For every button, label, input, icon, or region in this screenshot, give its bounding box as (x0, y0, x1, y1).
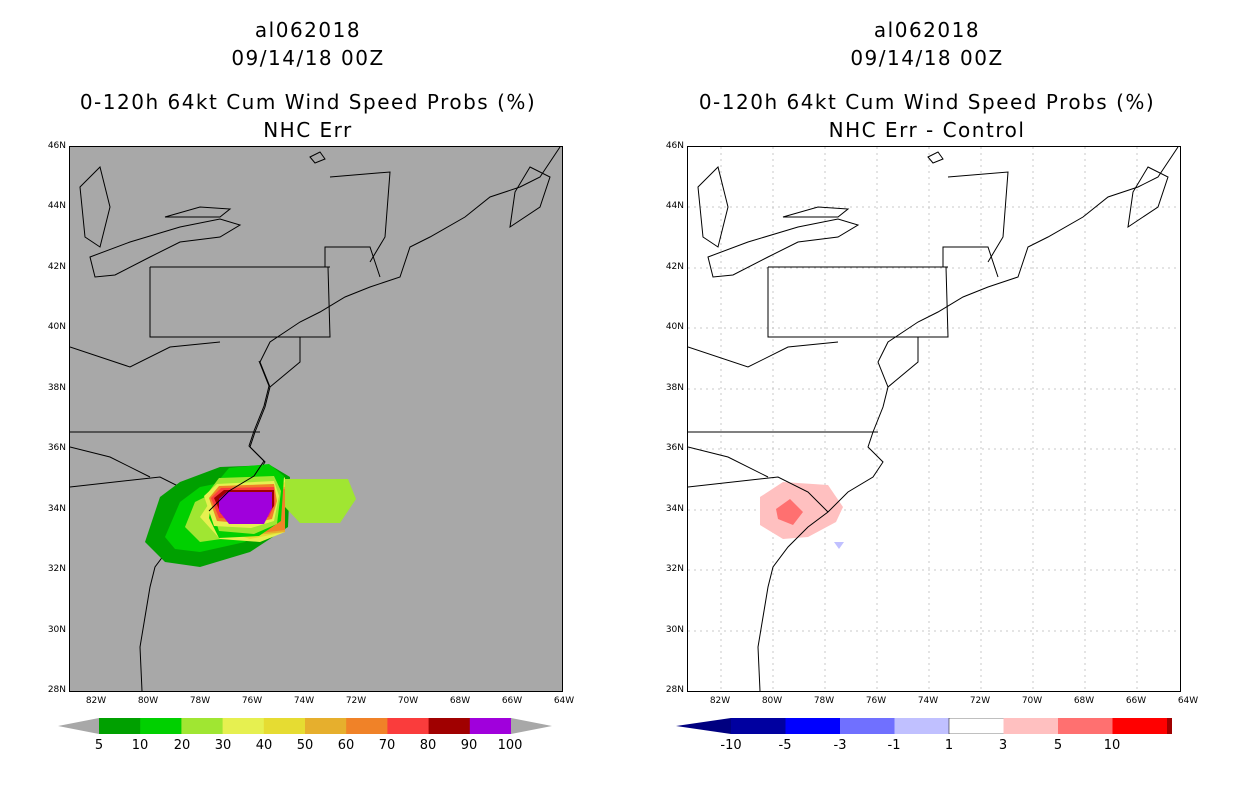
colorbar-swatch (140, 718, 182, 734)
lon-label: 70W (1021, 696, 1043, 706)
lon-label: 66W (1125, 696, 1147, 706)
lat-label: 42N (665, 262, 684, 272)
colorbar-label: 1 (944, 738, 954, 753)
lon-label: 64W (1177, 696, 1199, 706)
left-title: 0-120h 64kt Cum Wind Speed Probs (%) (79, 90, 537, 114)
lat-label: 34N (47, 504, 66, 514)
colorbar-label: 70 (378, 738, 396, 753)
colorbar-end-low (58, 718, 99, 734)
colorbar-end-low (676, 718, 731, 734)
lon-label: 82W (709, 696, 731, 706)
right-subtitle: NHC Err - Control (828, 118, 1026, 142)
colorbar-swatch (894, 718, 950, 734)
colorbar-swatch (948, 718, 1005, 734)
colorbar-swatch (263, 718, 306, 734)
lat-label: 46N (665, 141, 684, 151)
lat-label: 40N (665, 322, 684, 332)
colorbar-label: 3 (998, 738, 1008, 753)
colorbar-label: 40 (255, 738, 273, 753)
lat-label: 42N (47, 262, 66, 272)
colorbar-label: 5 (94, 738, 104, 753)
lat-label: 32N (665, 564, 684, 574)
right-colorbar (676, 718, 1172, 734)
right-datetime: 09/14/18 00Z (850, 46, 1004, 70)
lat-label: 30N (665, 625, 684, 635)
colorbar-swatch (469, 718, 512, 734)
colorbar-swatch (785, 718, 841, 734)
left-core-overlay (204, 360, 284, 538)
colorbar-label: 10 (131, 738, 149, 753)
lon-label: 72W (969, 696, 991, 706)
lon-label: 78W (189, 696, 211, 706)
colorbar-swatch (840, 718, 895, 734)
lon-label: 74W (293, 696, 315, 706)
colorbar-label: 60 (337, 738, 355, 753)
colorbar-label: -10 (720, 738, 742, 753)
lon-label: 72W (345, 696, 367, 706)
lon-label: 76W (865, 696, 887, 706)
colorbar-swatch (346, 718, 388, 734)
colorbar-label: 5 (1053, 738, 1063, 753)
colorbar-swatch (99, 718, 141, 734)
lat-label: 44N (665, 201, 684, 211)
colorbar-swatch (1003, 718, 1059, 734)
lon-label: 76W (241, 696, 263, 706)
colorbar-label: -5 (778, 738, 792, 753)
colorbar-label: 20 (173, 738, 191, 753)
lon-label: 82W (85, 696, 107, 706)
lon-label: 74W (917, 696, 939, 706)
lat-label: 34N (665, 504, 684, 514)
left-colorbar (58, 718, 552, 734)
lat-label: 36N (47, 443, 66, 453)
colorbar-label: 80 (419, 738, 437, 753)
colorbar-swatch (1058, 718, 1113, 734)
right-storm-id: al062018 (873, 18, 981, 42)
colorbar-label: 90 (460, 738, 478, 753)
lon-label: 68W (449, 696, 471, 706)
left-datetime: 09/14/18 00Z (231, 46, 385, 70)
colorbar-swatch (731, 718, 786, 734)
lat-label: 38N (665, 383, 684, 393)
colorbar-end-high (511, 718, 552, 734)
lat-label: 28N (47, 685, 66, 695)
right-coastlines (688, 147, 1179, 691)
lat-label: 38N (47, 383, 66, 393)
colorbar-swatch (428, 718, 471, 734)
colorbar-label: -1 (887, 738, 901, 753)
left-subtitle: NHC Err (263, 118, 353, 142)
lat-label: 40N (47, 322, 66, 332)
colorbar-swatch (1112, 718, 1168, 734)
lon-label: 78W (813, 696, 835, 706)
colorbar-label: 10 (1103, 738, 1121, 753)
right-map (687, 146, 1181, 692)
left-storm-id: al062018 (254, 18, 362, 42)
lon-label: 80W (761, 696, 783, 706)
lat-label: 44N (47, 201, 66, 211)
left-prob-core (285, 479, 356, 523)
colorbar-label: 100 (497, 738, 523, 753)
colorbar-label: 30 (214, 738, 232, 753)
colorbar-swatch (305, 718, 347, 734)
right-map-svg (688, 147, 1180, 691)
colorbar-swatch (387, 718, 430, 734)
lat-label: 28N (665, 685, 684, 695)
colorbar-swatch (181, 718, 224, 734)
colorbar-label: 50 (296, 738, 314, 753)
lon-label: 68W (1073, 696, 1095, 706)
right-grid (688, 147, 1180, 691)
colorbar-swatch (222, 718, 265, 734)
colorbar-label: -3 (833, 738, 847, 753)
colorbar-swatch (1167, 718, 1172, 734)
right-diff-shading (760, 482, 844, 549)
lat-label: 30N (47, 625, 66, 635)
right-title: 0-120h 64kt Cum Wind Speed Probs (%) (698, 90, 1156, 114)
lat-label: 46N (47, 141, 66, 151)
lon-label: 66W (501, 696, 523, 706)
lat-label: 36N (665, 443, 684, 453)
lon-label: 80W (137, 696, 159, 706)
lon-label: 70W (397, 696, 419, 706)
lon-label: 64W (553, 696, 575, 706)
lat-label: 32N (47, 564, 66, 574)
